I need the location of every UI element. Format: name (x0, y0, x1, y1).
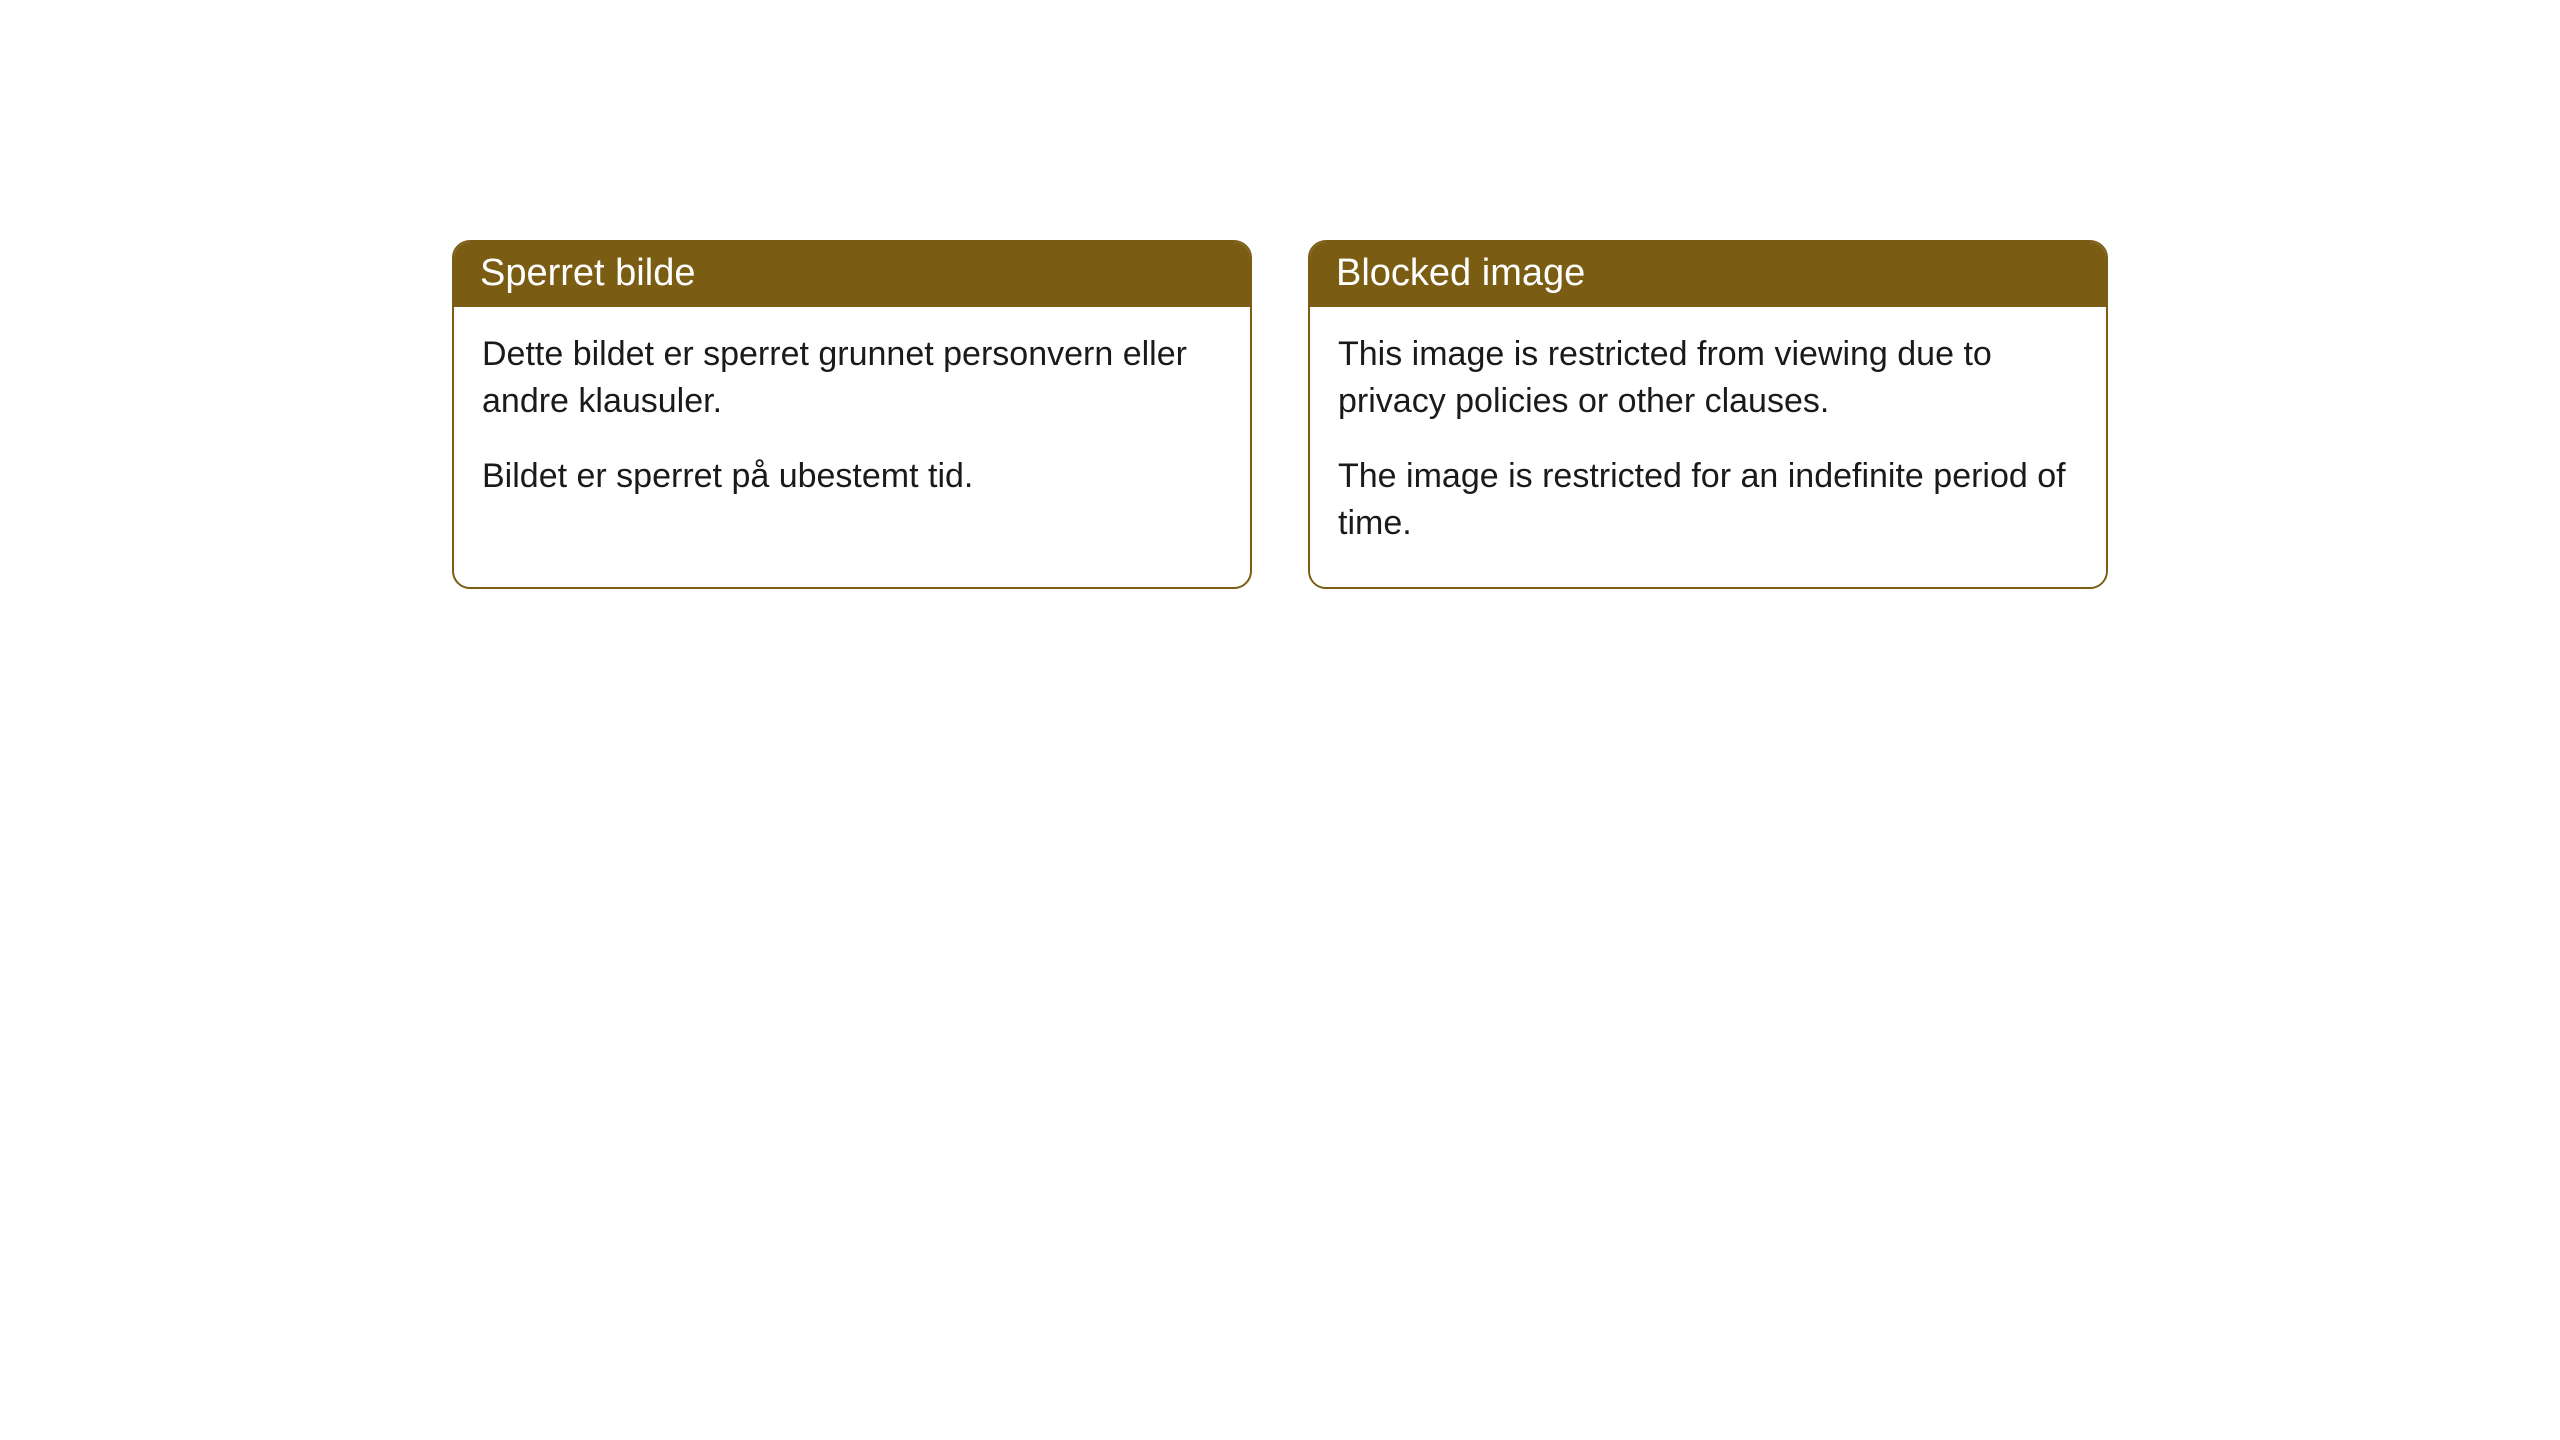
card-body-english: This image is restricted from viewing du… (1310, 307, 2106, 587)
card-text-norwegian-2: Bildet er sperret på ubestemt tid. (482, 453, 1222, 500)
card-header-english: Blocked image (1310, 242, 2106, 307)
card-body-norwegian: Dette bildet er sperret grunnet personve… (454, 307, 1250, 540)
card-text-norwegian-1: Dette bildet er sperret grunnet personve… (482, 331, 1222, 425)
card-text-english-1: This image is restricted from viewing du… (1338, 331, 2078, 425)
card-english: Blocked image This image is restricted f… (1308, 240, 2108, 589)
card-header-norwegian: Sperret bilde (454, 242, 1250, 307)
card-norwegian: Sperret bilde Dette bildet er sperret gr… (452, 240, 1252, 589)
cards-container: Sperret bilde Dette bildet er sperret gr… (0, 240, 2560, 589)
card-text-english-2: The image is restricted for an indefinit… (1338, 453, 2078, 547)
